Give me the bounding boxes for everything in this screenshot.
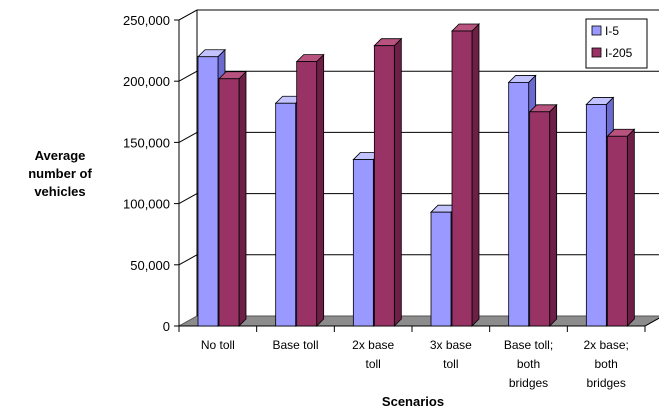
gridline-depth (178, 70, 198, 82)
y-axis-title-line: vehicles (34, 184, 85, 199)
x-category-label: 2x base; both bridges (583, 338, 628, 390)
x-category-label: No toll (201, 338, 235, 352)
legend: I-5 I-205 (585, 18, 648, 69)
x-category-label-line: No toll (201, 338, 235, 352)
y-tick-label: 250,000 (123, 13, 170, 28)
bar-front (275, 102, 297, 327)
bar-i-205-3 (451, 23, 480, 327)
y-tick-label: 0 (163, 319, 170, 334)
legend-label-i-5: I-5 (605, 24, 619, 38)
bar-side (549, 103, 558, 327)
bar-i-205-4 (528, 103, 558, 327)
y-tick-label: 150,000 (123, 135, 170, 150)
bar-front (451, 30, 473, 327)
axes (174, 9, 659, 332)
x-category-label-line: Base toll (272, 338, 318, 352)
bar-front (218, 78, 240, 327)
y-axis-title-line: number of (28, 166, 92, 181)
bar-front (296, 61, 318, 327)
bar-front (373, 45, 395, 327)
bar-i-205-2 (373, 37, 403, 327)
bar-front (352, 159, 374, 327)
x-category-labels: No toll Base toll 2x base toll 3x base toll Ba… (201, 338, 629, 390)
gridline-depth (178, 193, 198, 205)
bars (197, 23, 636, 327)
bar-side (471, 23, 480, 327)
x-category-label-line: bridges (509, 376, 548, 390)
y-axis-top-depth (178, 9, 198, 21)
y-axis-title: Average number of vehicles (28, 148, 92, 199)
x-category-label: 2x base toll (352, 338, 394, 371)
bar-side (626, 128, 635, 327)
x-category-label-line: both (517, 357, 540, 371)
x-category-label-line: toll (365, 357, 380, 371)
y-axis-title-line: Average (35, 148, 86, 163)
x-category-label-line: Base toll; (504, 338, 553, 352)
bar-front (585, 104, 607, 327)
y-tick-label: 200,000 (123, 74, 170, 89)
gridline-depth (178, 254, 198, 266)
legend-swatch-i-5 (591, 25, 602, 36)
x-category-label-line: 2x base (352, 338, 394, 352)
x-category-label-line: bridges (586, 376, 625, 390)
x-axis-title: Scenarios (382, 394, 444, 409)
bar-i-205-1 (295, 53, 325, 327)
y-tick-label: 100,000 (123, 197, 170, 212)
x-category-label: Base toll; both bridges (504, 338, 553, 390)
bar-front (529, 111, 551, 327)
bar-front (197, 56, 219, 327)
gridline-depth (178, 131, 198, 143)
bar-i-205-0 (218, 70, 247, 327)
x-category-label-line: 3x base (430, 338, 472, 352)
x-category-label: 3x base toll (430, 338, 472, 371)
y-tick-label: 50,000 (130, 258, 170, 273)
bar-side (238, 70, 247, 327)
x-category-label: Base toll (272, 338, 318, 352)
x-axis-right-depth (644, 317, 659, 327)
legend-label-i-205: I-205 (605, 46, 633, 60)
bar-front (508, 82, 530, 327)
bar-front (430, 211, 452, 327)
y-tick-labels: 0 50,000 100,000 150,000 200,000 250,000 (123, 13, 170, 334)
y-axis-title-text: Average number of vehicles (28, 148, 92, 199)
x-category-label-line: both (594, 357, 617, 371)
x-category-label-line: toll (443, 357, 458, 371)
x-category-label-line: 2x base; (583, 338, 628, 352)
bar-i-205-5 (606, 128, 636, 327)
bar-side (393, 37, 402, 327)
bar-front (606, 135, 628, 327)
bar-side (316, 53, 325, 327)
legend-swatch-i-205 (591, 47, 602, 58)
